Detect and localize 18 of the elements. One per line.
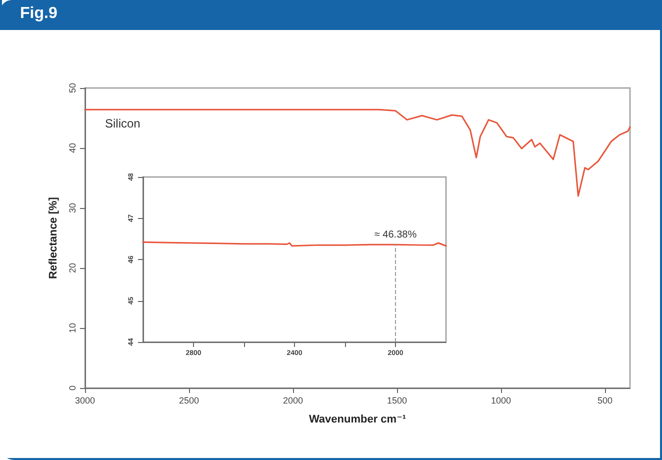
y-tick-label: 40 bbox=[68, 142, 78, 154]
chart-title: Fig.9 bbox=[20, 5, 58, 23]
y-tick-label: 30 bbox=[68, 202, 78, 214]
x-tick-label: 1500 bbox=[387, 396, 408, 406]
x-tick-label: 3000 bbox=[74, 396, 96, 406]
y-tick-label: 10 bbox=[68, 322, 78, 334]
x-tick-label: 2500 bbox=[178, 396, 200, 406]
y-tick-label: 0 bbox=[68, 385, 78, 391]
y-tick-label: 50 bbox=[68, 82, 78, 94]
x-tick-label: 500 bbox=[598, 396, 613, 406]
x-tick-label: 1000 bbox=[491, 396, 512, 406]
series-label: Silicon bbox=[105, 116, 140, 131]
x-tick-label: 2000 bbox=[283, 396, 304, 406]
y-axis-title: Reflectance [%] bbox=[48, 196, 60, 279]
x-axis-title: Wavenumber cm⁻¹ bbox=[308, 414, 406, 426]
line-series bbox=[84, 108, 631, 197]
annotation: ≈ 46.38% bbox=[374, 229, 417, 240]
y-tick-label: 20 bbox=[68, 262, 78, 274]
